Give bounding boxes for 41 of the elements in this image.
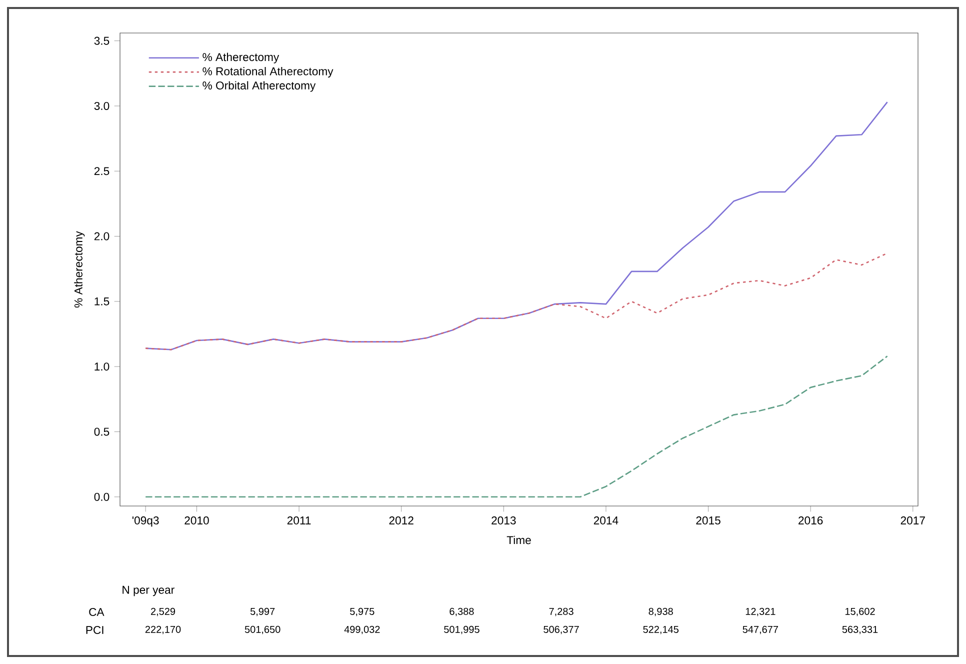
text: 499,032 [344, 626, 380, 634]
x-tick-label: '09q3 [132, 516, 159, 527]
legend-label: % Atherectomy [202, 52, 280, 64]
text: 2,529 [150, 608, 176, 616]
y-tick-label: 1.0 [94, 362, 110, 371]
x-tick-label: 2016 [798, 516, 823, 524]
text: 12,321 [746, 608, 776, 616]
text: 6,388 [450, 608, 474, 616]
text: 501,650 [244, 626, 280, 634]
text: N per year [122, 586, 174, 596]
x-tick-label: 2011 [287, 516, 311, 524]
text: 15,602 [845, 608, 875, 616]
x-tick-label: 2010 [184, 516, 209, 524]
y-tick-label: 0.0 [94, 492, 110, 501]
text: CA [89, 608, 104, 616]
x-tick-label: 2013 [492, 516, 516, 524]
text: 5,997 [250, 608, 275, 616]
y-axis-title: % Atherectomy [74, 231, 85, 308]
text: 506,377 [544, 626, 579, 634]
text: 501,995 [444, 626, 480, 634]
text: 5,975 [350, 608, 374, 616]
y-tick-label: 1.5 [94, 297, 110, 306]
text: 222,170 [145, 626, 181, 634]
text: 547,677 [742, 626, 778, 634]
y-tick-label: 2.0 [94, 232, 110, 240]
x-tick-label: 2015 [696, 516, 720, 524]
text: PCI [86, 626, 104, 634]
x-tick-label: 2012 [389, 516, 414, 524]
y-tick-label: 3.5 [94, 36, 110, 45]
legend-label: % Orbital Atherectomy [202, 81, 316, 92]
legend-label: % Rotational Atherectomy [202, 66, 334, 78]
y-tick-label: 0.5 [94, 428, 110, 436]
text: 7,283 [549, 608, 574, 616]
y-tick-label: 2.5 [94, 167, 110, 176]
x-axis-title: Time [506, 536, 531, 544]
text: 522,145 [643, 626, 679, 634]
y-tick-label: 3.0 [94, 102, 110, 110]
x-tick-label: 2014 [594, 516, 618, 524]
text: 8,938 [648, 608, 673, 616]
x-tick-label: 2017 [900, 516, 925, 524]
text: 563,331 [842, 626, 878, 634]
